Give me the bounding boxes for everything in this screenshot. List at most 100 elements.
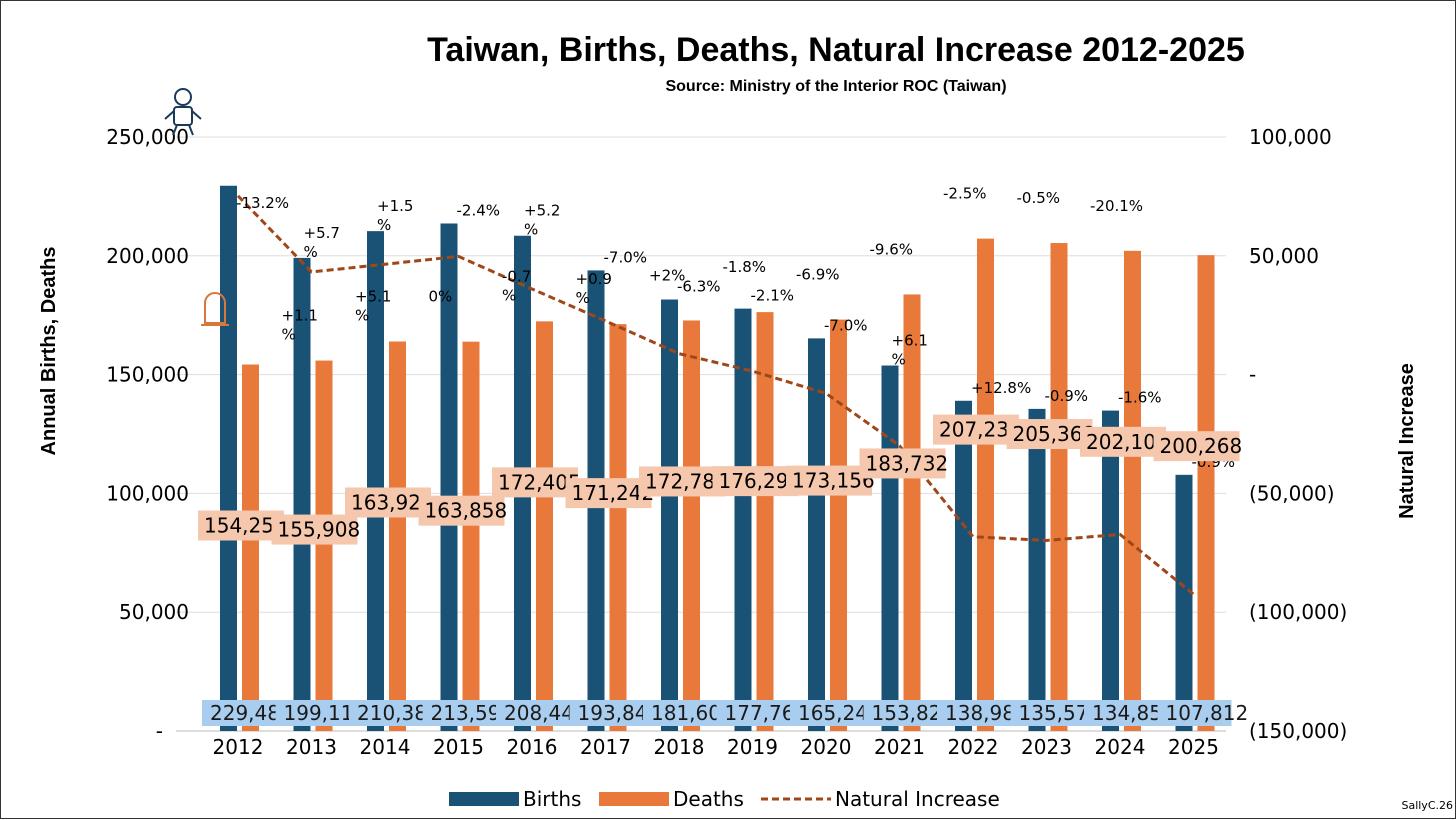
x-tick-label: 2014 (360, 735, 411, 759)
births-label-box (496, 700, 570, 726)
deaths-label-box (492, 467, 578, 498)
deaths-label-text: 163,858 (425, 499, 508, 523)
pct-line: % (524, 221, 538, 239)
deaths-pct-label: -20.1% (1090, 197, 1143, 215)
births-label-box (937, 700, 1011, 726)
births-pct-label: -2.1% (751, 287, 795, 305)
legend-swatch (599, 792, 669, 806)
pct-line: +5.2 (524, 202, 560, 220)
deaths-bar (683, 320, 700, 731)
pct-line: -0.7 (502, 267, 531, 285)
births-pct-label: -7.0% (604, 248, 648, 266)
natural-increase-line (236, 194, 1195, 596)
chart-subtitle: Source: Ministry of the Interior ROC (Ta… (665, 78, 1006, 95)
deaths-label: 172,784 (639, 466, 728, 497)
births-label-box (863, 700, 938, 726)
pct-line: -2.4% (457, 201, 501, 219)
pct-line: -20.1% (1090, 197, 1143, 215)
births-bar (734, 308, 752, 731)
births-pct-label: -13.2% (236, 194, 289, 212)
tombstone-icon (201, 292, 229, 326)
births-label: 229,48 (202, 700, 280, 726)
bars (220, 185, 1215, 732)
deaths-label-box (1153, 431, 1240, 462)
natural-increase-polyline (236, 194, 1195, 596)
births-label: 135,57 (1010, 700, 1088, 726)
births-pct-label: -6.3% (677, 278, 721, 296)
deaths-pct-label: +5.1% (355, 288, 391, 325)
pct-line: +1.1 (282, 307, 318, 325)
pct-line: +0.9 (576, 270, 612, 288)
deaths-label-text: 163,92 (351, 491, 421, 515)
deaths-label-box (345, 487, 431, 518)
pct-line: % (576, 289, 590, 307)
pct-line: -9.6% (870, 240, 914, 258)
births-pct-label: +6.1% (892, 332, 928, 369)
births-label-text: 138,98 (945, 701, 1015, 725)
births-label-text: 193,84 (578, 701, 648, 725)
deaths-bar (903, 294, 921, 731)
deaths-label-box (418, 495, 505, 526)
x-tick-label: 2025 (1168, 735, 1219, 759)
births-label-text: 107,812 (1166, 701, 1249, 725)
deaths-pct-label: -0.5% (1017, 189, 1061, 207)
deaths-label-text: 154,25 (204, 513, 274, 537)
deaths-label: 202,10 (1080, 426, 1166, 457)
pct-line: % (377, 216, 391, 234)
deaths-label: 154,25 (198, 510, 284, 541)
percent-annotations: -13.2%+5.7 %+1.5 %-2.4% +5.2 %-7.0%-6.3%-2.1… (236, 185, 1235, 471)
pct-line: +12.8% (971, 379, 1031, 397)
y2-tick-label: 50,000 (1249, 244, 1319, 268)
y-tick-label: 150,000 (106, 363, 189, 387)
deaths-label-text: 200,268 (1160, 434, 1243, 458)
births-label: 177,76 (716, 700, 794, 726)
y2-tick-label: (150,000) (1249, 719, 1347, 743)
deaths-pct-label: -0.7% (502, 267, 531, 304)
x-tick-label: 2020 (801, 735, 852, 759)
y-tick-label: 200,000 (106, 244, 189, 268)
deaths-pct-label: +0.9% (576, 270, 612, 307)
x-tick-label: 2016 (507, 735, 558, 759)
pct-line: % (892, 351, 906, 369)
deaths-label: 200,268 (1153, 431, 1243, 462)
births-label: 107,812 (1157, 700, 1249, 726)
x-tick-label: 2021 (874, 735, 925, 759)
x-tick-label: 2024 (1095, 735, 1146, 759)
deaths-label-text: 202,10 (1086, 430, 1156, 454)
pct-line: +2% (649, 266, 685, 284)
pct-line: -7.0% (824, 316, 868, 334)
deaths-label-box (1006, 419, 1093, 450)
y2-tick-label: 100,000 (1249, 125, 1332, 149)
y2-axis-label: Natural Increase (1396, 363, 1418, 519)
pct-line: -0.9% (1045, 387, 1089, 405)
births-label-box (422, 700, 497, 726)
deaths-label: 163,92 (345, 487, 431, 518)
births-label: 193,84 (569, 700, 648, 726)
x-tick-label: 2019 (727, 735, 778, 759)
deaths-bar (609, 324, 627, 731)
births-label: 181,60 (643, 700, 721, 726)
legend-label: Natural Increase (835, 787, 1000, 811)
births-pct-label: +1.5% (377, 197, 413, 234)
legend-item: Natural Increase (761, 787, 1000, 811)
births-label-box (569, 700, 644, 726)
pct-line: -1.6% (1118, 389, 1162, 407)
x-tick-label: 2022 (948, 735, 999, 759)
deaths-bar (1050, 243, 1068, 731)
pct-line: -6.9% (796, 266, 840, 284)
births-label-box (202, 700, 276, 726)
chart-title: Taiwan, Births, Deaths, Natural Increase… (427, 31, 1245, 69)
deaths-label-box (712, 466, 799, 497)
deaths-bar (315, 360, 333, 731)
x-tick-label: 2017 (580, 735, 631, 759)
x-tick-label: 2023 (1021, 735, 1072, 759)
births-label: 134,85 (1084, 700, 1162, 726)
births-label-box (349, 700, 423, 726)
deaths-label: 163,858 (418, 495, 508, 526)
pct-line: -7.0% (604, 248, 648, 266)
births-pct-label: -7.0% (824, 316, 868, 334)
pct-line: -1.8% (723, 258, 767, 276)
births-label: 138,98 (937, 700, 1015, 726)
